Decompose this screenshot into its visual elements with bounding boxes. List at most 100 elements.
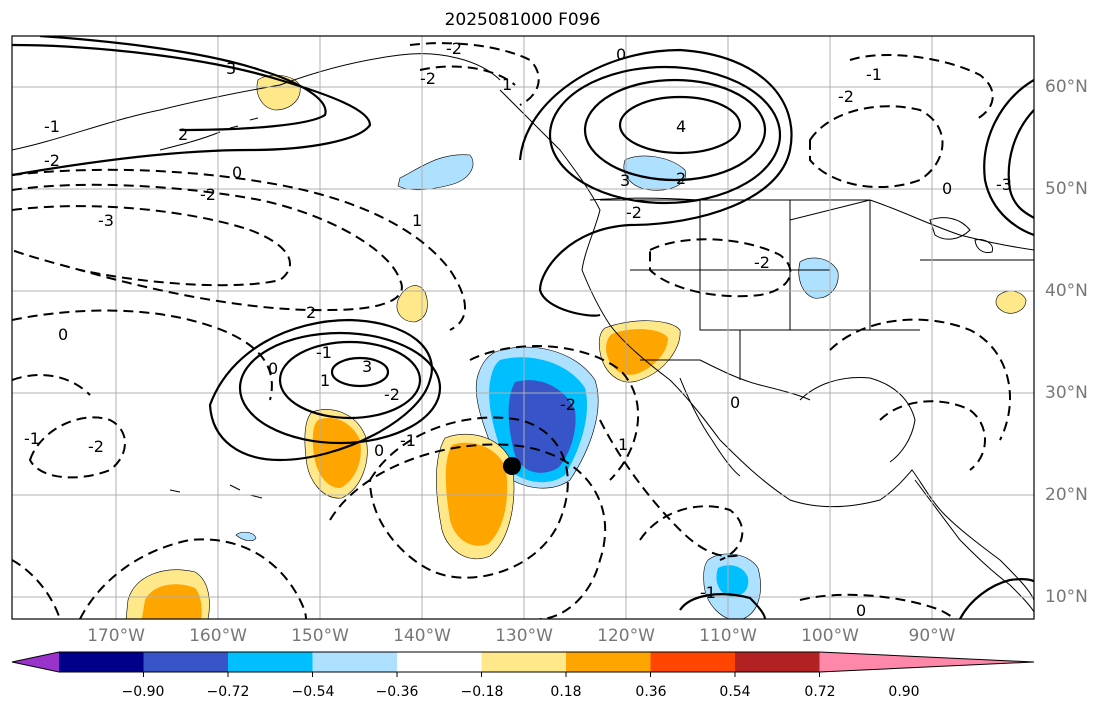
north-america-coast	[499, 89, 1034, 601]
contour-high-mid-4	[208, 318, 433, 462]
dashed-contour-4	[12, 309, 273, 401]
lon-label: 90°W	[908, 626, 956, 646]
lon-label: 170°W	[87, 626, 145, 646]
colorbar-tick-label: −0.90	[121, 684, 165, 700]
colorbar-tick-label: 0.36	[635, 684, 667, 700]
contour-high-east-3	[548, 65, 782, 205]
colorbar-segment	[143, 652, 229, 672]
contour-label: -1	[44, 117, 60, 136]
shaded-negative-small-1	[397, 154, 474, 190]
contour-label: -1	[700, 583, 716, 602]
mexico-border	[640, 359, 811, 401]
contour-label: -1	[24, 429, 40, 448]
lat-label: 20°N	[1045, 485, 1088, 505]
contour-label: -1	[866, 65, 882, 84]
dashed-contour-8	[329, 443, 607, 619]
contour-label: -2	[560, 395, 576, 414]
contour-label: 1	[618, 435, 628, 454]
lon-label: 110°W	[699, 626, 757, 646]
shaded-negative-small-2	[623, 155, 687, 191]
contour-label: 2	[178, 125, 188, 144]
contour-label: 0	[58, 325, 68, 344]
shaded-positive-inner-2	[312, 418, 361, 488]
contour-low-se	[959, 578, 1034, 619]
lat-label: 60°N	[1045, 77, 1088, 97]
map-frame	[11, 35, 1035, 620]
contour-label: 1	[320, 371, 330, 390]
contour-low-south	[679, 593, 767, 619]
colorbar-tick-label: 0.90	[888, 684, 920, 700]
dashed-contour-15	[829, 318, 1011, 441]
coastlines	[12, 53, 1034, 613]
contour-high-west-2	[39, 36, 327, 132]
dashed-contour-1	[12, 183, 403, 312]
contour-label: 0	[374, 441, 384, 460]
colorbar-tick-label: 0.18	[550, 684, 582, 700]
colorbar-segment	[566, 652, 651, 672]
colorbar-tick-label: −0.36	[375, 684, 419, 700]
lat-label: 10°N	[1045, 587, 1088, 607]
central-america	[914, 479, 1034, 613]
shaded-positive-inner-3	[606, 329, 668, 375]
great-lakes	[929, 217, 994, 253]
contour-label: -2	[44, 151, 60, 170]
lat-label: 40°N	[1045, 281, 1088, 301]
contour-label: 3	[362, 357, 372, 376]
shaded-negative-small-4	[235, 531, 257, 541]
aleutian-islands	[159, 117, 263, 499]
contour-high-mid-2	[278, 340, 422, 420]
lon-label: 160°W	[189, 626, 247, 646]
dashed-contour-19	[12, 559, 61, 619]
contour-label: 1	[412, 211, 422, 230]
dashed-contour-12	[809, 105, 944, 189]
alaska-coast	[12, 53, 501, 151]
dashed-contours	[12, 42, 1011, 619]
dashed-contour-11	[639, 505, 744, 561]
colorbar-segment	[650, 652, 736, 672]
contour-label: -1	[316, 343, 332, 362]
contour-label: -3	[996, 175, 1012, 194]
dashed-contour-10	[599, 419, 741, 558]
shaded-positive-small-1	[396, 285, 428, 323]
contour-label: -3	[98, 211, 114, 230]
contour-label: -2	[88, 437, 104, 456]
contour-high-east-2	[583, 78, 767, 182]
lon-label: 130°W	[495, 626, 553, 646]
contour-label: 2	[306, 303, 316, 322]
lon-label: 140°W	[393, 626, 451, 646]
colorbar-tick-label: 0.54	[719, 684, 751, 700]
lat-label: 50°N	[1045, 179, 1088, 199]
colorbar-segment	[312, 652, 398, 672]
lat-label: 30°N	[1045, 383, 1088, 403]
contour-high-east-1	[618, 95, 742, 155]
dashed-contour-17	[409, 42, 540, 106]
shaded-negative-inner	[508, 380, 576, 473]
contour-label: 3	[226, 59, 236, 78]
contour-label: 1	[502, 75, 512, 94]
colorbar-tick-label: −0.18	[460, 684, 504, 700]
contour-label: 3	[620, 171, 630, 190]
plot-title: 2025081000 F096	[444, 10, 601, 30]
colorbar-segment	[59, 652, 144, 672]
contour-high-ne-2	[1007, 109, 1034, 219]
contour-label: 0	[268, 359, 278, 378]
dashed-contour-16	[879, 400, 986, 471]
dashed-contour-13	[849, 54, 994, 121]
dashed-contour-7	[368, 416, 569, 579]
shaded-negative-small-3	[798, 257, 839, 299]
contour-labels: -2 0 1 3 -1 2 4 3 -3 -2 0 1 2 3 -1 -2 0 …	[24, 39, 1012, 620]
dashed-contour-6	[12, 374, 91, 396]
lon-label: 150°W	[291, 626, 349, 646]
contour-label: -2	[446, 39, 462, 58]
colorbar-segment	[228, 652, 313, 672]
contour-label: -2	[384, 385, 400, 404]
contour-label: 0	[616, 45, 626, 64]
contour-label: 0	[730, 393, 740, 412]
colorbar-segment	[397, 652, 482, 672]
colorbar	[11, 651, 1035, 677]
baja-peninsula	[679, 377, 741, 477]
map-background	[12, 36, 1034, 619]
contour-high-mid-1	[330, 356, 390, 388]
contour-label: 0	[232, 163, 242, 182]
contour-label: -2	[420, 69, 436, 88]
